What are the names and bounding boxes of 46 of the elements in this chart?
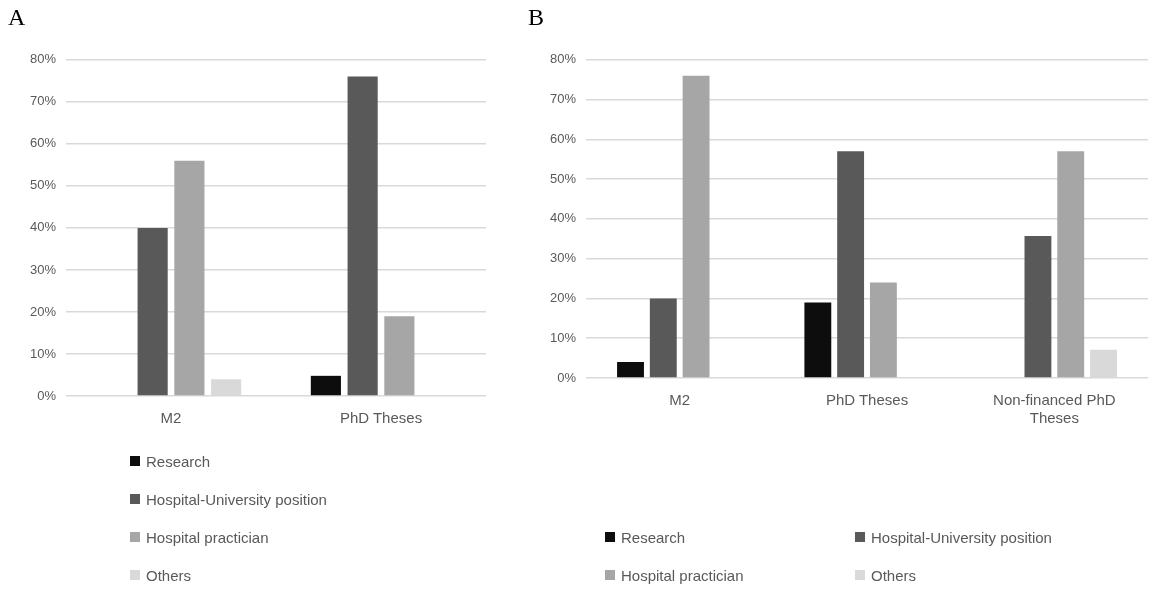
- y-tick-label: 50%: [29, 177, 57, 193]
- y-tick-label: 80%: [549, 51, 577, 67]
- bar: [347, 76, 378, 396]
- y-tick-label: 60%: [549, 130, 577, 146]
- y-tick-label: 30%: [549, 250, 577, 266]
- x-tick-label: PhD Theses: [339, 409, 423, 427]
- x-tick-label: PhD Theses: [825, 391, 909, 409]
- legend-label: Hospital-University position: [146, 490, 327, 508]
- y-tick-label: 50%: [549, 170, 577, 186]
- y-tick-label: 70%: [29, 93, 57, 109]
- bar: [869, 282, 897, 378]
- legend-label: Hospital-University position: [871, 528, 1052, 546]
- y-tick-label: 40%: [549, 210, 577, 226]
- y-tick-label: 30%: [29, 261, 57, 277]
- y-tick-label: 60%: [29, 135, 57, 151]
- bar: [837, 151, 865, 378]
- bar: [617, 362, 644, 378]
- y-tick-label: 10%: [29, 345, 57, 361]
- legend-label: Others: [871, 566, 917, 584]
- y-tick-label: 20%: [549, 290, 577, 306]
- bar: [1024, 236, 1052, 378]
- bar: [1057, 151, 1085, 378]
- y-tick-label: 10%: [549, 329, 577, 345]
- x-tick-label: M2: [669, 391, 691, 409]
- y-tick-label: 40%: [29, 219, 57, 235]
- y-tick-label: 20%: [29, 303, 57, 319]
- legend-label: Research: [146, 452, 211, 470]
- y-tick-label: 70%: [549, 91, 577, 107]
- bar: [137, 227, 168, 396]
- y-tick-label: 80%: [29, 51, 57, 67]
- bar: [174, 160, 205, 396]
- bar: [649, 298, 677, 378]
- legend-label: Research: [621, 528, 686, 546]
- bar: [384, 316, 415, 396]
- legend-label: Others: [146, 566, 192, 584]
- y-tick-label: 0%: [37, 387, 57, 403]
- bar: [804, 302, 832, 378]
- chart-title: A: [8, 4, 26, 31]
- chart-title: B: [528, 4, 545, 31]
- bar: [682, 75, 710, 378]
- y-tick-label: 0%: [557, 369, 577, 385]
- x-tick-label: Non-financed PhD Theses: [993, 391, 1116, 427]
- legend-label: Hospital practician: [146, 528, 269, 546]
- bar: [310, 375, 341, 396]
- legend-label: Hospital practician: [621, 566, 744, 584]
- x-tick-label: M2: [160, 409, 182, 427]
